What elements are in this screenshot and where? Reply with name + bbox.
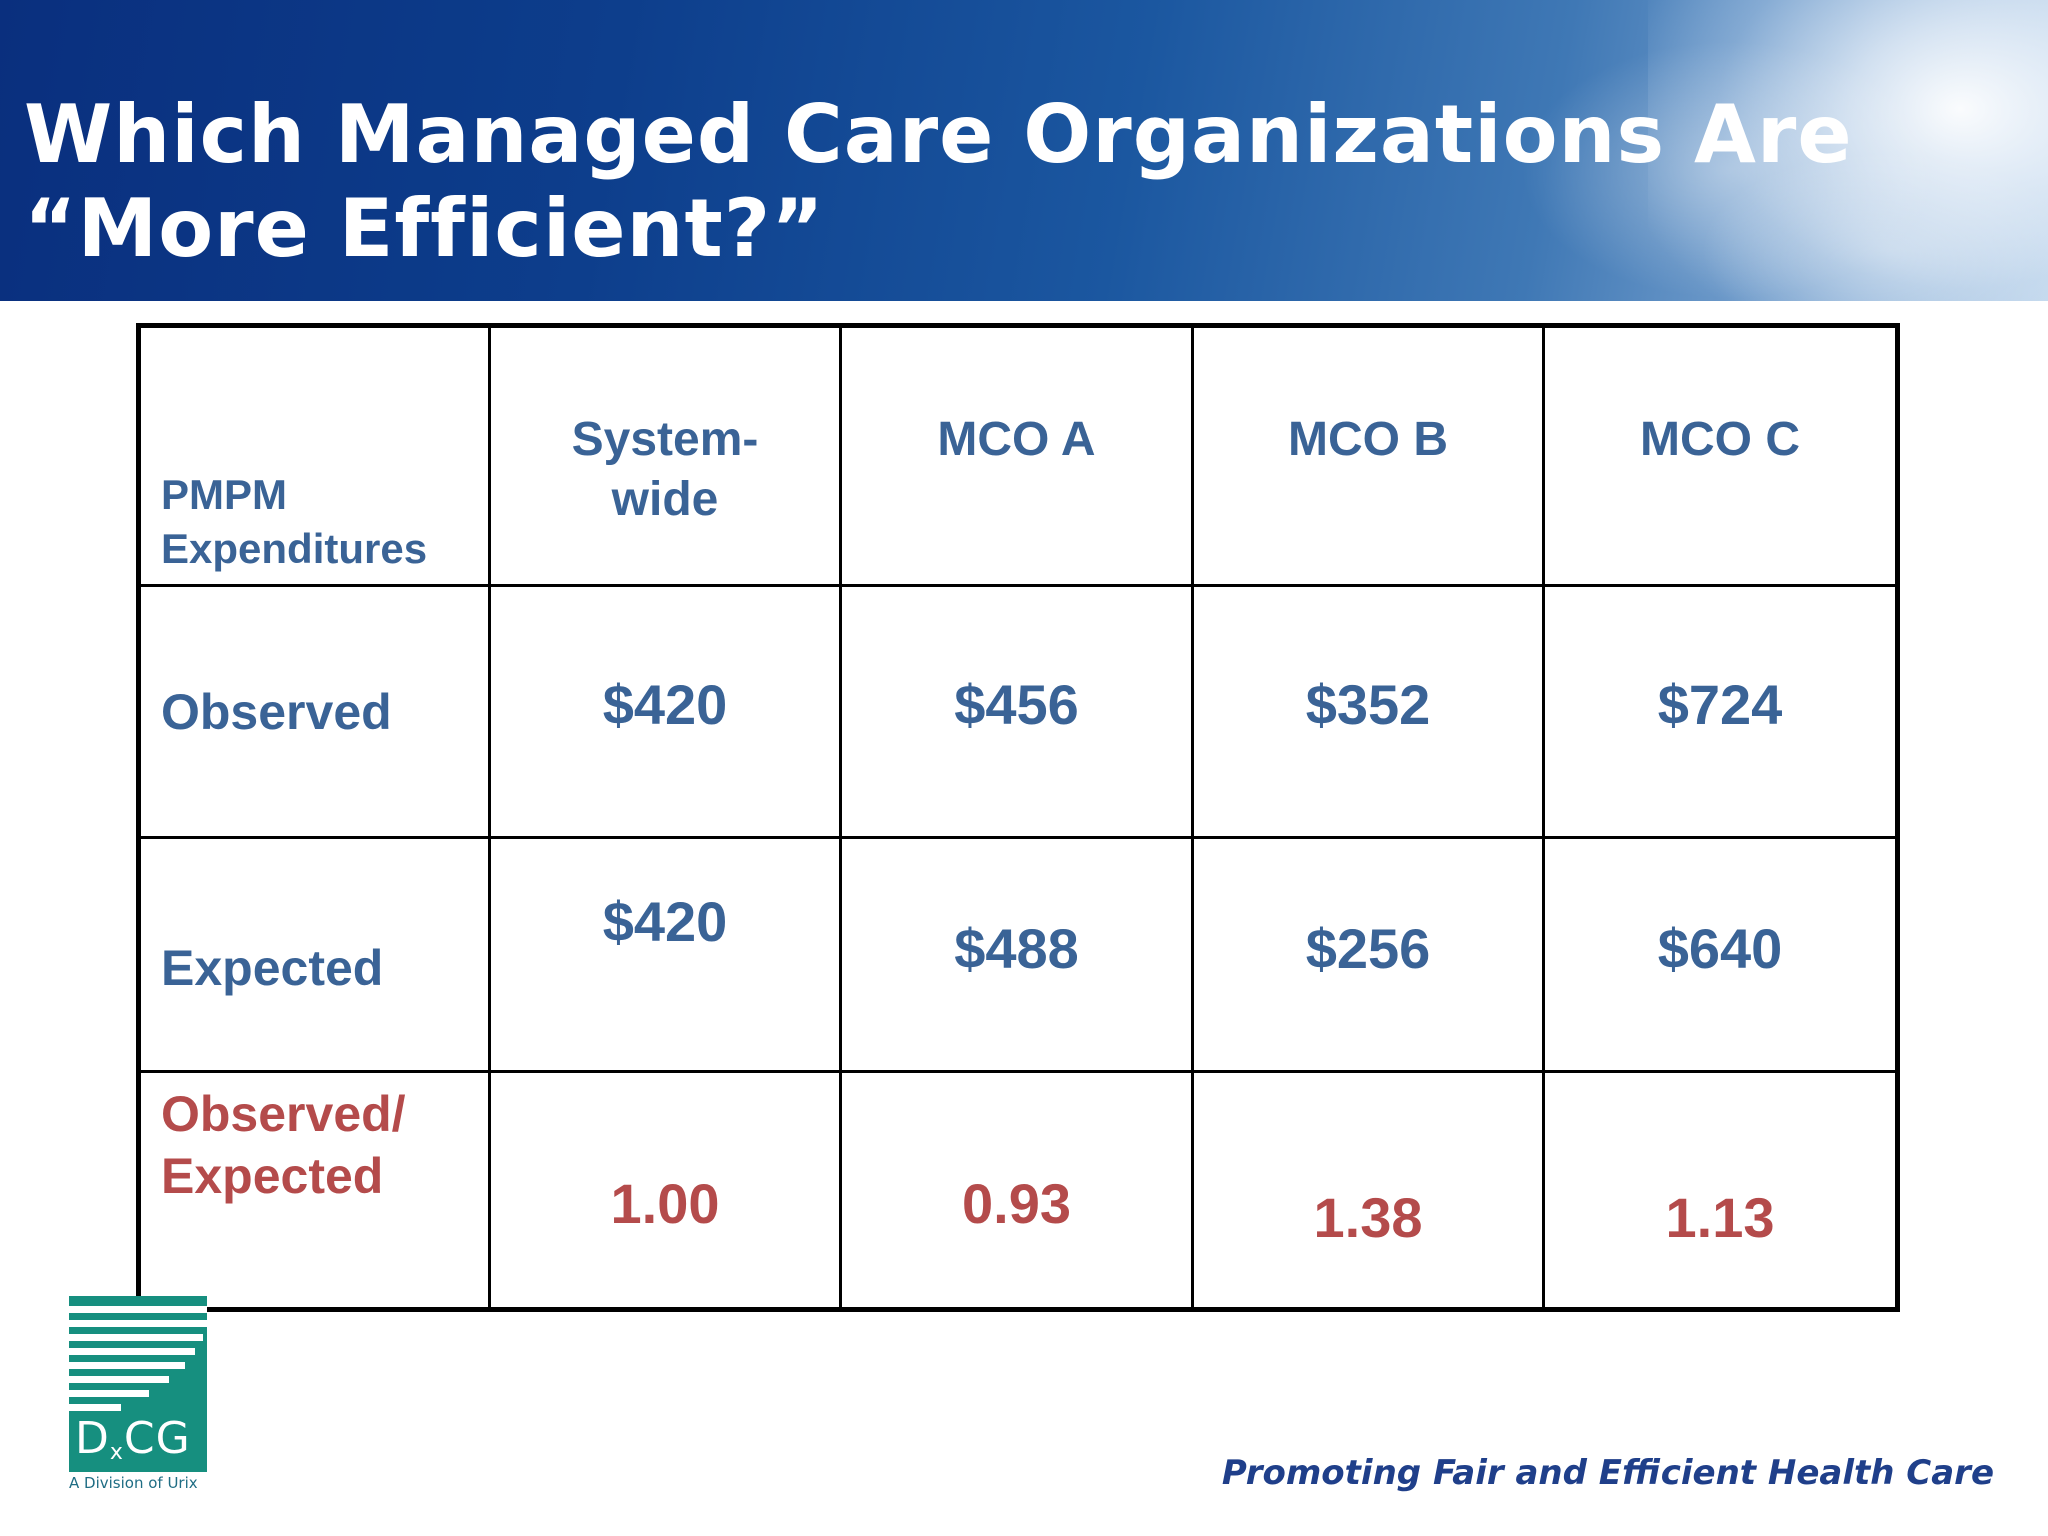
logo-stripes-graphic xyxy=(69,1306,207,1411)
corner-label-line-1: PMPM xyxy=(161,471,287,518)
cell-observed-mco-b: $352 xyxy=(1191,584,1545,839)
slide-title: Which Managed Care Organizations Are “Mo… xyxy=(24,88,1874,276)
row-label-line-2: Expected xyxy=(161,1148,384,1204)
header-banner: Which Managed Care Organizations Are “Mo… xyxy=(0,0,2048,301)
column-header-system-wide: System- wide xyxy=(488,324,842,587)
table-row-observed: Observed $420 $456 $352 $724 xyxy=(137,584,1899,839)
banner-light-glow xyxy=(1648,0,2048,301)
logo-tagline: A Division of Urix xyxy=(69,1474,198,1492)
cell-observed-system-wide: $420 xyxy=(488,584,842,839)
cell-expected-mco-a: $488 xyxy=(839,836,1194,1073)
cell-expected-system-wide: $420 xyxy=(488,836,842,1073)
row-label-observed-expected: Observed/ Expected xyxy=(137,1070,491,1311)
cell-ratio-mco-a: 0.93 xyxy=(839,1070,1194,1311)
table-row-observed-expected: Observed/ Expected 1.00 0.93 1.38 1.13 xyxy=(137,1070,1899,1311)
banner-cloud xyxy=(1520,40,1940,300)
slide-title-line-1: Which Managed Care Organizations Are xyxy=(24,88,1853,181)
column-header-mco-a: MCO A xyxy=(839,324,1194,587)
row-label-expected: Expected xyxy=(137,836,491,1073)
cell-observed-mco-a: $456 xyxy=(839,584,1194,839)
table-row-expected: Expected $420 $488 $256 $640 xyxy=(137,836,1899,1073)
column-header-line: wide xyxy=(611,473,719,526)
corner-label-cell: PMPM Expenditures xyxy=(137,324,491,587)
pmpm-table: PMPM Expenditures System- wide MCO A MCO… xyxy=(136,323,1900,1312)
logo-wordmark: DxCG xyxy=(75,1413,191,1466)
dxcg-logo: DxCG xyxy=(69,1296,207,1472)
column-header-line: System- xyxy=(571,413,759,466)
cell-ratio-mco-b: 1.38 xyxy=(1191,1070,1545,1311)
row-label-observed: Observed xyxy=(137,584,491,839)
cell-ratio-system-wide: 1.00 xyxy=(488,1070,842,1311)
cell-expected-mco-b: $256 xyxy=(1191,836,1545,1073)
column-header-mco-b: MCO B xyxy=(1191,324,1545,587)
cell-observed-mco-c: $724 xyxy=(1542,584,1899,839)
column-header-line: MCO C xyxy=(1640,413,1800,466)
slide-title-line-2: “More Efficient?” xyxy=(24,182,825,275)
footer-slogan: Promoting Fair and Efficient Health Care xyxy=(1221,1453,1994,1493)
column-header-mco-c: MCO C xyxy=(1542,324,1899,587)
column-header-line: MCO A xyxy=(937,413,1096,466)
cell-expected-mco-c: $640 xyxy=(1542,836,1899,1073)
row-label-line-1: Observed/ xyxy=(161,1086,406,1142)
table-header-row: PMPM Expenditures System- wide MCO A MCO… xyxy=(137,324,1899,587)
cell-ratio-mco-c: 1.13 xyxy=(1542,1070,1899,1311)
corner-label-line-2: Expenditures xyxy=(161,525,428,572)
column-header-line: MCO B xyxy=(1288,413,1448,466)
